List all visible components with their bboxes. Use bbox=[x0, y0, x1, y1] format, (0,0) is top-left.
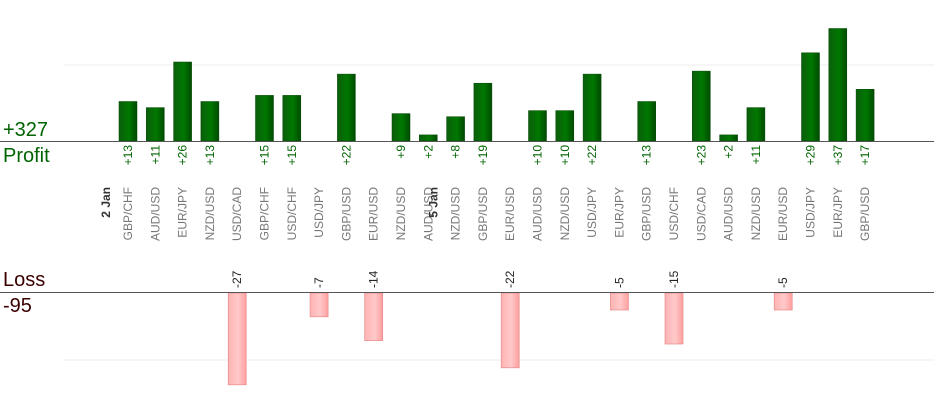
category-label: NZD/USD bbox=[449, 187, 463, 241]
profit-bar bbox=[173, 61, 192, 142]
category-label: USD/CAD bbox=[230, 187, 244, 241]
category-label: USD/CAD bbox=[694, 187, 708, 241]
category-label: GBP/USD bbox=[858, 187, 872, 241]
loss-value-label: -27 bbox=[230, 270, 244, 288]
profit-bar bbox=[828, 28, 848, 142]
category-label: AUD/USD bbox=[148, 187, 162, 241]
profit-value-label: +29 bbox=[804, 145, 818, 166]
profit-bar bbox=[582, 73, 602, 142]
category-label: AUD/USD bbox=[722, 187, 736, 241]
loss-value-label: -14 bbox=[367, 270, 381, 288]
profit-bar bbox=[801, 52, 820, 142]
profit-value-label: +11 bbox=[148, 145, 162, 165]
profit-value-label: +13 bbox=[640, 145, 654, 166]
date-marker: 5 Jan bbox=[427, 187, 441, 218]
category-label: GBP/USD bbox=[339, 187, 353, 241]
profit-value-label: +10 bbox=[558, 145, 572, 166]
profit-value-label: +2 bbox=[722, 145, 736, 159]
category-label: USD/JPY bbox=[312, 187, 326, 238]
profit-value-label: +13 bbox=[203, 145, 217, 166]
loss-bar bbox=[364, 292, 384, 341]
category-label: AUD/USD bbox=[421, 187, 435, 241]
category-label: USD/JPY bbox=[585, 187, 599, 238]
profit-bar bbox=[200, 101, 220, 142]
profit-value-label: +19 bbox=[476, 145, 490, 166]
category-label: EUR/JPY bbox=[176, 187, 190, 238]
category-label: AUD/USD bbox=[531, 187, 545, 241]
profit-bar bbox=[473, 82, 493, 142]
category-label: USD/CHF bbox=[667, 187, 681, 240]
category-label: GBP/USD bbox=[476, 187, 490, 241]
category-label: NZD/USD bbox=[749, 187, 763, 241]
loss-label: Loss bbox=[3, 269, 46, 291]
category-label: USD/JPY bbox=[804, 187, 818, 238]
profit-bar bbox=[118, 101, 138, 142]
profit-value-label: +9 bbox=[394, 145, 408, 159]
labels-group: +13 GBP/CHF +11 AUD/USD +26 EUR/JPY +13 NZD/USD… bbox=[99, 145, 872, 288]
category-label: GBP/CHF bbox=[121, 187, 135, 240]
profit-bar bbox=[555, 110, 575, 142]
date-marker: 2 Jan bbox=[99, 187, 113, 218]
profit-bar bbox=[419, 134, 438, 142]
category-label: NZD/USD bbox=[203, 187, 217, 241]
profit-value-label: +23 bbox=[694, 145, 708, 166]
loss-bar bbox=[227, 292, 247, 386]
category-label: EUR/JPY bbox=[831, 187, 845, 238]
category-label: GBP/CHF bbox=[258, 187, 272, 240]
loss-bar bbox=[610, 292, 629, 311]
profit-bar bbox=[855, 89, 875, 142]
loss-value-label: -15 bbox=[667, 270, 681, 288]
category-label: EUR/USD bbox=[367, 187, 381, 241]
loss-bar bbox=[773, 292, 793, 311]
profit-bar bbox=[255, 95, 274, 142]
category-label: GBP/USD bbox=[640, 187, 654, 241]
profit-value-label: +22 bbox=[339, 145, 353, 166]
loss-value-label: -7 bbox=[312, 277, 326, 288]
profit-bar bbox=[446, 116, 465, 142]
profit-value-label: +11 bbox=[749, 145, 763, 165]
profit-bar bbox=[528, 110, 547, 142]
profit-bar bbox=[637, 101, 656, 142]
category-label: EUR/JPY bbox=[612, 187, 626, 238]
category-label: EUR/USD bbox=[503, 187, 517, 241]
loss-bar bbox=[500, 292, 520, 369]
category-label: NZD/USD bbox=[558, 187, 572, 241]
profit-value-label: +13 bbox=[121, 145, 135, 166]
category-label: NZD/USD bbox=[394, 187, 408, 241]
profit-value-label: +17 bbox=[858, 145, 872, 166]
profit-value-label: +37 bbox=[831, 145, 845, 166]
loss-value-label: -5 bbox=[612, 277, 626, 288]
profit-bar bbox=[146, 107, 165, 142]
profit-bar bbox=[282, 95, 302, 142]
profit-value-label: +10 bbox=[531, 145, 545, 166]
profit-bar bbox=[391, 113, 411, 142]
profit-value-label: +22 bbox=[585, 145, 599, 166]
profit-bar bbox=[746, 107, 766, 142]
profit-value-label: +8 bbox=[449, 145, 463, 159]
loss-bar bbox=[664, 292, 684, 345]
profit-value-label: +15 bbox=[258, 145, 272, 166]
profit-total: +327 bbox=[3, 119, 49, 141]
category-label: EUR/USD bbox=[776, 187, 790, 241]
profit-bar bbox=[719, 134, 738, 142]
profit-value-label: +15 bbox=[285, 145, 299, 166]
profit-value-label: +26 bbox=[176, 145, 190, 166]
profit-label: Profit bbox=[3, 145, 50, 167]
category-label: USD/CHF bbox=[285, 187, 299, 240]
profit-bar bbox=[337, 73, 356, 142]
loss-total: -95 bbox=[3, 295, 32, 317]
loss-bar bbox=[309, 292, 329, 318]
loss-value-label: -22 bbox=[503, 270, 517, 288]
profit-bar bbox=[692, 70, 711, 142]
loss-value-label: -5 bbox=[776, 277, 790, 288]
profit-value-label: +2 bbox=[421, 145, 435, 159]
